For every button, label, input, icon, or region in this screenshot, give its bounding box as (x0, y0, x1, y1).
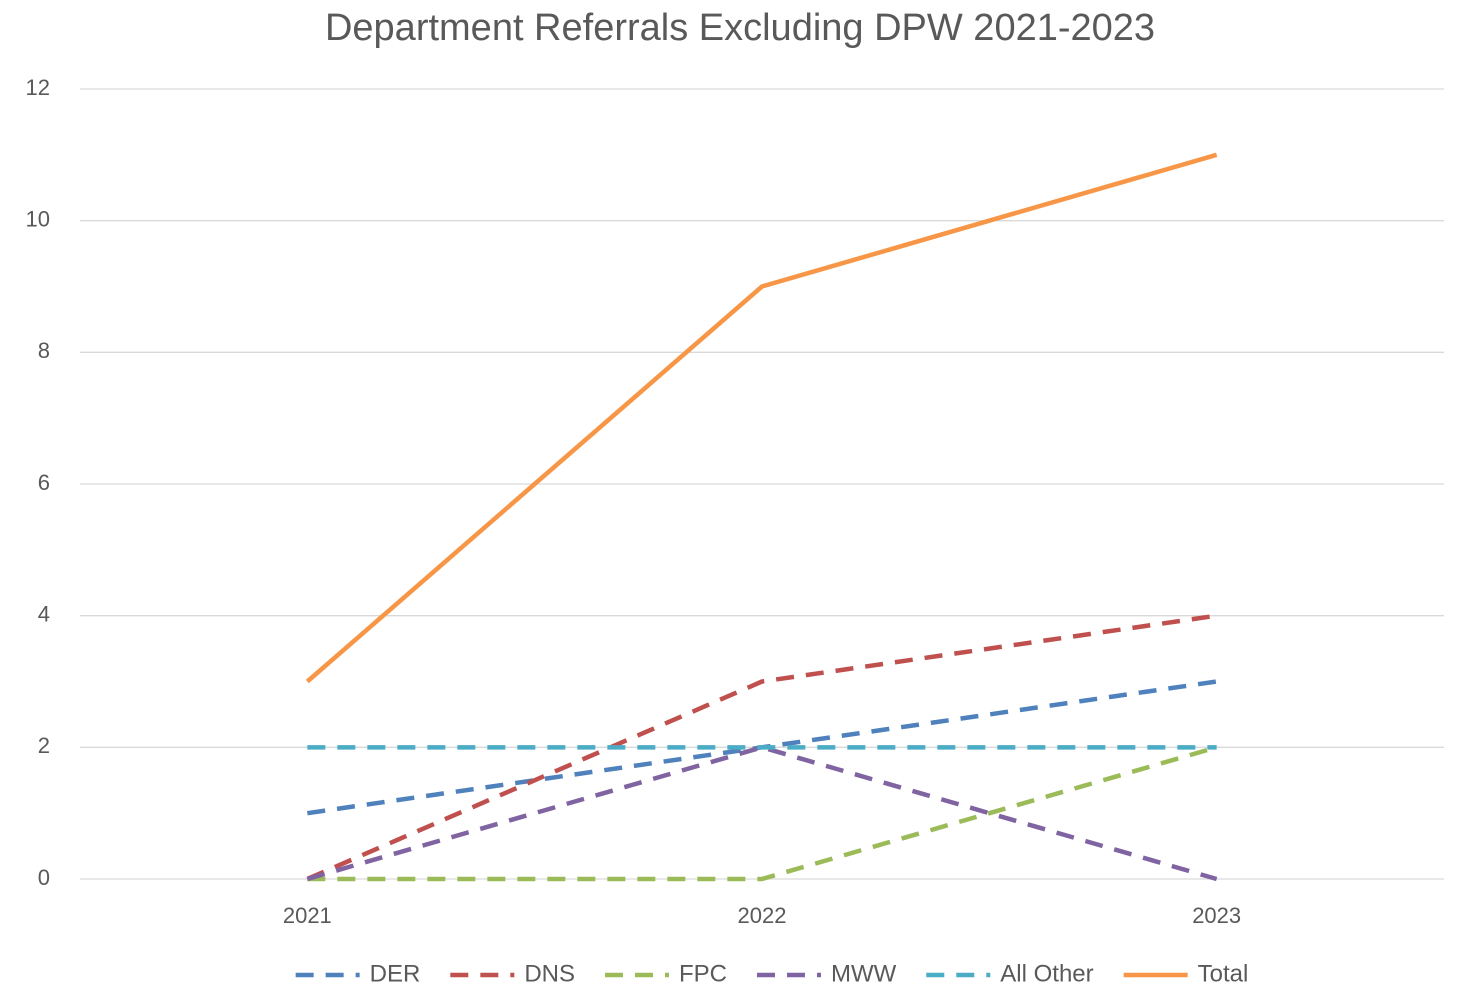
series-line (307, 745, 1218, 882)
y-tick-label: 8 (38, 338, 50, 363)
x-tick-label: 2022 (738, 903, 787, 928)
y-tick-label: 12 (26, 75, 50, 100)
y-tick-label: 6 (38, 470, 50, 495)
x-tick-label: 2021 (283, 903, 332, 928)
legend-label: FPC (679, 960, 727, 987)
legend-label: Total (1198, 960, 1249, 987)
y-tick-label: 10 (26, 206, 50, 231)
series-line (305, 152, 1218, 684)
legend-label: MWW (831, 960, 897, 987)
legend-label: DNS (524, 960, 575, 987)
series-line (306, 613, 1217, 882)
y-tick-label: 0 (38, 865, 50, 890)
y-tick-label: 4 (38, 601, 50, 626)
chart-title: Department Referrals Excluding DPW 2021-… (325, 7, 1155, 49)
legend-label: DER (370, 960, 421, 987)
x-tick-label: 2023 (1192, 903, 1241, 928)
legend-label: All Other (1000, 960, 1093, 987)
series-line (306, 745, 1218, 882)
y-tick-label: 2 (38, 733, 50, 758)
